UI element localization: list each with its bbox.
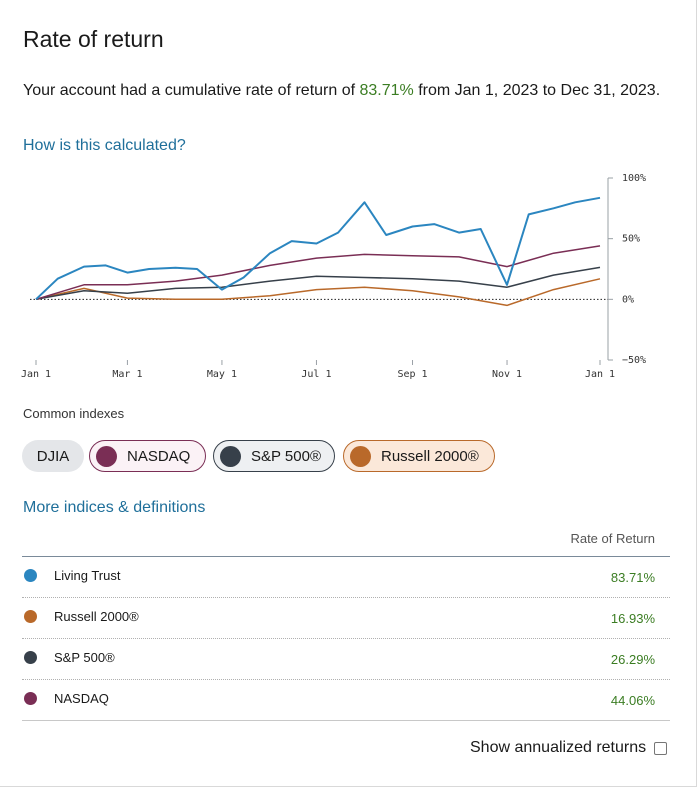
row-value: 83.71% — [610, 570, 655, 585]
chip-nasdaq[interactable]: NASDAQ — [89, 440, 206, 472]
x-tick-label: May 1 — [207, 369, 237, 380]
x-tick-label: Mar 1 — [112, 369, 142, 380]
y-tick-label: −50% — [622, 355, 646, 366]
sp500-dot-icon — [24, 651, 37, 664]
annualized-checkbox[interactable] — [654, 741, 668, 755]
series-line-nasdaq — [35, 245, 601, 301]
x-tick-label: Jul 1 — [301, 369, 331, 380]
chip-djia[interactable]: DJIA — [22, 440, 84, 472]
living-trust-dot-icon — [24, 569, 37, 582]
x-tick-label: Nov 1 — [492, 369, 522, 380]
y-tick-label: 50% — [622, 234, 640, 245]
row-name: Living Trust — [54, 568, 121, 583]
chart-ticks: 100% 50% 0% −50% Jan 1 Mar 1 May 1 Jul 1 Sep 1 No… — [21, 173, 646, 380]
cumulative-rate: 83.71% — [359, 82, 414, 99]
how-calculated-link[interactable]: How is this calculated? — [23, 137, 186, 154]
page-title: Rate of return — [23, 26, 164, 52]
common-indexes-label: Common indexes — [23, 406, 125, 421]
x-tick-label: Jan 1 — [21, 369, 51, 380]
x-tick-label: Jan 1 — [585, 369, 615, 380]
chip-sp500[interactable]: S&P 500® — [213, 440, 335, 472]
sp500-dot-icon — [220, 445, 241, 467]
table-row: S&P 500® 26.29% — [22, 639, 670, 680]
chip-djia-label: DJIA — [36, 447, 70, 465]
series-line-russell-2000 — [35, 278, 601, 307]
russell-dot-icon — [24, 610, 37, 623]
russell-dot-icon — [350, 445, 371, 467]
chip-russell2000[interactable]: Russell 2000® — [343, 440, 495, 472]
row-value: 44.06% — [610, 693, 655, 708]
series-line-living-trust — [35, 196, 601, 301]
table-row: Living Trust 83.71% — [22, 557, 670, 598]
table-row: NASDAQ 44.06% — [22, 680, 670, 721]
nasdaq-dot-icon — [96, 445, 117, 467]
x-tick-label: Sep 1 — [397, 369, 427, 380]
y-tick-label: 0% — [622, 294, 634, 305]
chart-axes — [30, 178, 609, 360]
table-row: Russell 2000® 16.93% — [22, 598, 670, 639]
summary-suffix: from Jan 1, 2023 to Dec 31, 2023. — [413, 82, 661, 99]
summary-prefix: Your account had a cumulative rate of re… — [23, 82, 360, 99]
chip-nasdaq-label: NASDAQ — [127, 447, 191, 465]
chip-sp500-label: S&P 500® — [251, 447, 321, 465]
series-line-s-p-500 — [35, 266, 601, 301]
row-name: S&P 500® — [54, 650, 115, 665]
annualized-label: Show annualized returns — [470, 739, 647, 756]
chart-series — [35, 196, 601, 307]
annualized-toggle[interactable]: Show annualized returns — [470, 739, 668, 757]
row-name: NASDAQ — [54, 691, 109, 706]
rate-column-header: Rate of Return — [570, 531, 655, 546]
y-tick-label: 100% — [622, 173, 646, 184]
return-summary: Your account had a cumulative rate of re… — [23, 79, 663, 102]
table-header: Rate of Return — [22, 530, 670, 557]
row-name: Russell 2000® — [54, 609, 139, 624]
row-value: 26.29% — [610, 652, 655, 667]
chip-russell-label: Russell 2000® — [381, 447, 479, 465]
row-value: 16.93% — [610, 611, 655, 626]
nasdaq-dot-icon — [24, 692, 37, 705]
more-indices-link[interactable]: More indices & definitions — [23, 499, 206, 516]
return-chart: 100% 50% 0% −50% Jan 1 Mar 1 May 1 Jul 1 Sep 1 No… — [21, 173, 646, 380]
